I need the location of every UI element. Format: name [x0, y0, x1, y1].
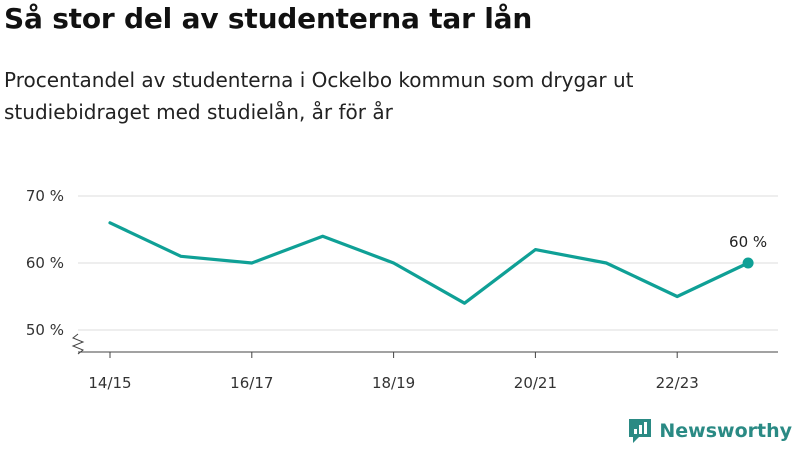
brand-name: Newsworthy: [659, 420, 792, 442]
y-tick-label: 50 %: [26, 321, 64, 339]
series-layer: [108, 221, 750, 305]
data-label: 60 %: [729, 233, 767, 251]
chart-title: Så stor del av studenterna tar lån: [4, 2, 533, 35]
x-tick-label: 18/19: [372, 374, 415, 392]
y-axis-labels: 50 % 60 % 70 %: [26, 187, 64, 339]
y-tick-label: 60 %: [26, 254, 64, 272]
axis-break-icon: [71, 333, 85, 355]
x-axis-labels: 14/15 16/17 18/19 20/21 22/23: [88, 352, 699, 392]
brand-logo: Newsworthy: [627, 416, 792, 446]
data-labels: 60 %: [729, 233, 767, 269]
x-axis: [71, 333, 778, 355]
x-tick-label: 14/15: [88, 374, 131, 392]
newsworthy-logo-icon: [629, 419, 652, 443]
data-point: [742, 257, 754, 269]
chart-subtitle: Procentandel av studenterna i Ockelbo ko…: [4, 68, 634, 124]
x-tick-label: 22/23: [656, 374, 699, 392]
x-tick-label: 16/17: [230, 374, 273, 392]
series-line: [108, 221, 750, 305]
gridlines: [78, 195, 778, 331]
y-tick-label: 70 %: [26, 187, 64, 205]
x-tick-label: 20/21: [514, 374, 557, 392]
